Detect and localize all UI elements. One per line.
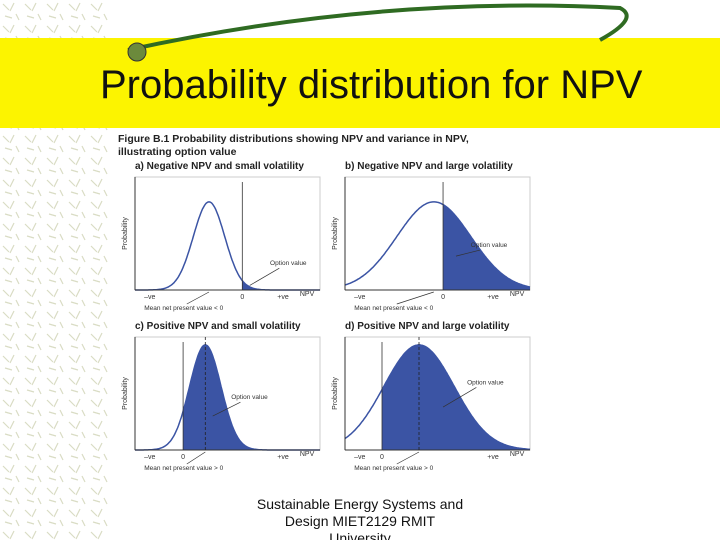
annotation-arrow [442, 387, 477, 408]
mean-arrow [396, 291, 434, 305]
annotation: Option value [471, 242, 508, 249]
footer: Sustainable Energy Systems and [257, 496, 463, 512]
x-label: 0 [240, 294, 244, 301]
option-area [242, 280, 320, 290]
x-axis-name: NPV [300, 291, 315, 298]
option-area [183, 344, 320, 450]
x-label: –ve [354, 454, 365, 461]
x-label: 0 [181, 454, 185, 461]
footer: Design MIET2129 RMIT [285, 513, 436, 529]
panel-title: c) Positive NPV and small volatility [135, 321, 301, 332]
curve [344, 201, 531, 288]
panel-title: a) Negative NPV and small volatility [135, 161, 304, 172]
y-axis-label: Probability [122, 217, 129, 250]
x-label: +ve [277, 294, 289, 301]
x-label: +ve [487, 454, 499, 461]
x-label: –ve [144, 294, 155, 301]
option-area [443, 204, 530, 290]
x-axis-name: NPV [300, 451, 315, 458]
x-label: 0 [380, 454, 384, 461]
swoosh [127, 3, 629, 52]
mean-arrow [396, 451, 420, 465]
annotation-arrow [249, 267, 280, 286]
caption: Figure B.1 Probability distributions sho… [118, 133, 469, 145]
x-label: 0 [441, 294, 445, 301]
globe-icon [127, 42, 147, 62]
x-axis-name: NPV [510, 291, 525, 298]
y-axis-label: Probability [332, 377, 339, 410]
annotation-arrow [212, 401, 241, 417]
title-band [0, 38, 720, 128]
annotation: Option value [231, 394, 268, 401]
mean-label: Mean net present value > 0 [354, 465, 433, 472]
panel-title: b) Negative NPV and large volatility [345, 161, 513, 172]
mean-label: Mean net present value > 0 [144, 465, 223, 472]
x-axis-name: NPV [510, 451, 525, 458]
curve [344, 344, 531, 451]
panel-title: d) Positive NPV and large volatility [345, 321, 510, 332]
annotation: Option value [467, 379, 504, 386]
annotation: Option value [270, 260, 307, 267]
mean-label: Mean net present value < 0 [144, 305, 223, 312]
x-label: –ve [354, 294, 365, 301]
mean-arrow [186, 451, 206, 465]
annotation-arrow [455, 249, 481, 257]
y-axis-label: Probability [332, 217, 339, 250]
mean-arrow [186, 291, 210, 305]
y-axis-label: Probability [122, 377, 129, 410]
mean-label: Mean net present value < 0 [354, 305, 433, 312]
caption: illustrating option value [118, 146, 237, 158]
x-label: –ve [144, 454, 155, 461]
slide-title: Probability distribution for NPV [100, 63, 643, 107]
x-label: +ve [487, 294, 499, 301]
footer: University [329, 530, 390, 540]
x-label: +ve [277, 454, 289, 461]
